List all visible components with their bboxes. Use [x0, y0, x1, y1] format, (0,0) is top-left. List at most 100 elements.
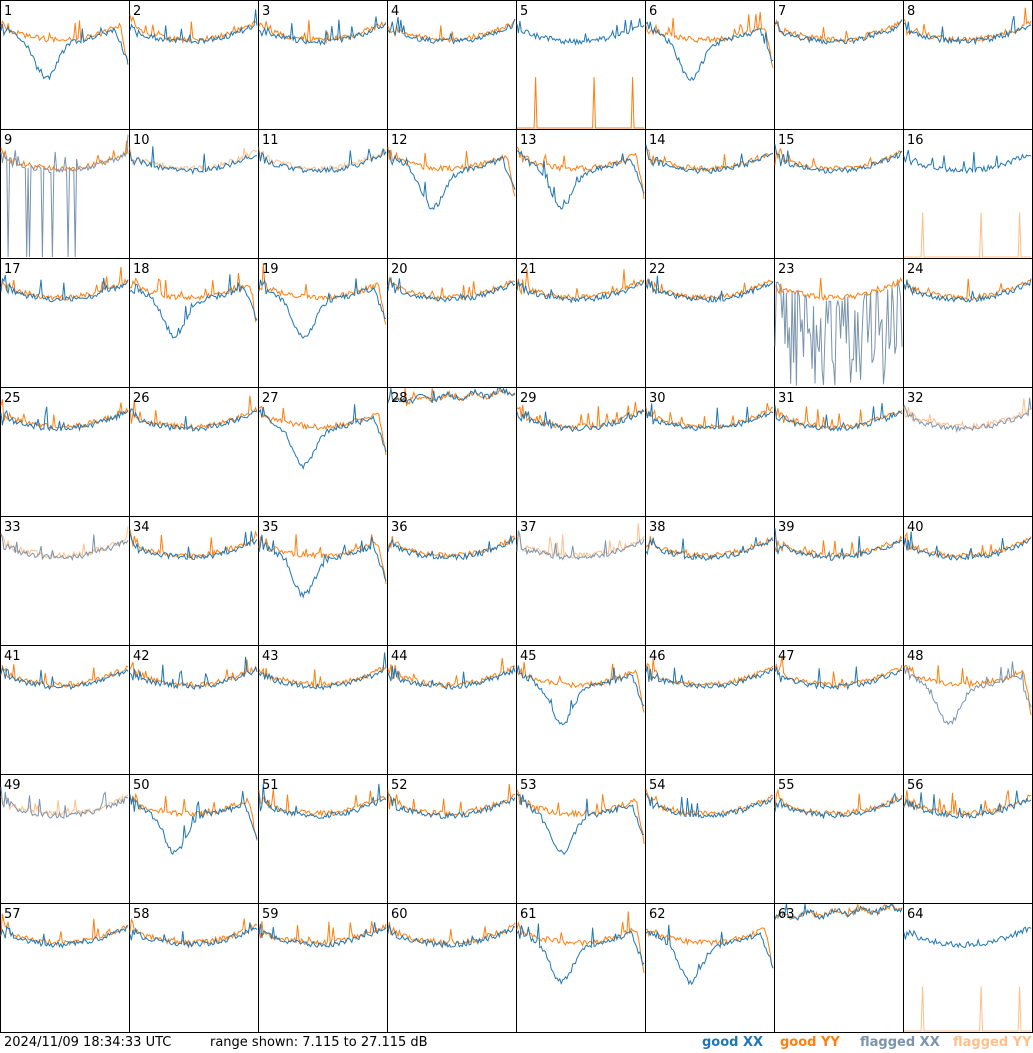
series-yy-panel-27 [258, 405, 387, 456]
panel-label: 26 [133, 391, 150, 406]
series-xx-panel-19 [258, 278, 387, 339]
panel-frame [774, 903, 904, 1033]
panel-label: 30 [649, 391, 666, 406]
panel-frame [645, 645, 775, 775]
series-xx-panel-59 [258, 922, 387, 948]
panel-label: 27 [262, 391, 279, 406]
panel-9: 9 [0, 129, 130, 259]
panel-frame [516, 774, 646, 904]
panel-frame [516, 645, 646, 775]
panel-label: 61 [520, 907, 537, 922]
panel-frame [516, 516, 646, 646]
panel-frame [258, 645, 388, 775]
legend-flagged-yy: flagged YY [953, 1035, 1032, 1050]
panel-frame [645, 903, 775, 1033]
panel-label: 11 [262, 133, 279, 148]
series-xx-panel-43 [258, 652, 387, 691]
panel-frame [258, 129, 388, 259]
panel-label: 12 [391, 133, 408, 148]
panel-28: 28 [387, 386, 517, 517]
panel-59: 59 [258, 903, 388, 1033]
series-yy-panel-41 [0, 664, 129, 689]
panel-47: 47 [774, 645, 904, 775]
series-yy-panel-12 [387, 146, 516, 197]
series-xx-panel-64 [903, 926, 1032, 949]
panel-frame [129, 516, 259, 646]
panel-23: 23 [774, 258, 904, 388]
panel-label: 40 [907, 520, 924, 535]
series-xx-panel-29 [516, 408, 645, 433]
panel-label: 44 [391, 649, 408, 664]
panel-38: 38 [645, 516, 775, 646]
panel-31: 31 [774, 387, 904, 517]
panel-35: 35 [258, 516, 388, 646]
panel-label: 60 [391, 907, 408, 922]
panel-frame [645, 387, 775, 517]
panel-frame [129, 774, 259, 904]
panel-21: 21 [516, 258, 646, 388]
series-yy-panel-55 [774, 788, 903, 818]
series-xx-panel-4 [387, 16, 516, 45]
panel-5: 5 [516, 0, 646, 130]
series-yy-panel-18 [129, 273, 258, 323]
panel-label: 59 [262, 907, 279, 922]
panel-label: 2 [133, 4, 141, 19]
panel-54: 54 [645, 774, 775, 904]
series-yy-panel-6 [645, 11, 774, 69]
series-xx-panel-55 [774, 792, 903, 820]
panel-61: 61 [516, 903, 646, 1033]
series-yy-panel-23 [774, 277, 903, 301]
panel-frame [129, 387, 259, 517]
panel-frame [258, 387, 388, 517]
series-xx-panel-63 [774, 903, 903, 921]
series-yy-panel-59 [258, 920, 387, 947]
panel-frame [0, 903, 130, 1033]
panel-2: 2 [129, 0, 259, 130]
panel-frame [0, 0, 130, 130]
panel-frame [387, 774, 517, 904]
panel-29: 29 [516, 387, 646, 517]
panel-label: 15 [778, 133, 795, 148]
panel-label: 5 [520, 4, 528, 19]
panel-6: 6 [645, 0, 775, 130]
panel-19: 19 [258, 258, 388, 388]
series-yy-panel-14 [645, 146, 773, 173]
panel-label: 46 [649, 649, 666, 664]
panel-label: 37 [520, 520, 537, 535]
series-yy-panel-5 [517, 77, 644, 129]
panel-30: 30 [645, 387, 775, 517]
series-xx-panel-46 [645, 666, 774, 689]
panel-frame [129, 645, 259, 775]
series-xx-panel-28 [387, 386, 516, 405]
panel-frame [387, 903, 517, 1033]
series-xx-panel-26 [129, 408, 258, 432]
series-xx-panel-16 [903, 149, 1032, 175]
series-xx-panel-7 [774, 19, 903, 45]
panel-frame [387, 0, 517, 130]
panel-frame [903, 258, 1033, 388]
series-xx-panel-27 [258, 404, 387, 470]
series-xx-panel-41 [0, 666, 129, 691]
series-xx-panel-24 [903, 278, 1032, 303]
series-yy-panel-53 [516, 789, 645, 845]
panel-label: 24 [907, 262, 924, 277]
series-xx-panel-9 [0, 134, 129, 258]
series-yy-panel-45 [516, 661, 645, 713]
panel-37: 37 [516, 516, 646, 646]
panel-frame [645, 258, 775, 388]
panel-frame [645, 129, 775, 259]
panel-label: 18 [133, 262, 150, 277]
series-yy-panel-3 [258, 20, 387, 45]
series-yy-panel-39 [774, 535, 903, 560]
panel-frame [0, 387, 130, 517]
series-xx-panel-25 [0, 406, 129, 432]
series-xx-panel-32 [903, 397, 1032, 434]
series-yy-panel-19 [258, 263, 387, 325]
panel-label: 50 [133, 778, 150, 793]
panel-label: 1 [4, 4, 12, 19]
range-shown: range shown: 7.115 to 27.115 dB [210, 1035, 428, 1050]
series-xx-panel-1 [0, 23, 129, 81]
series-xx-panel-35 [258, 534, 387, 599]
series-xx-panel-13 [516, 150, 645, 210]
panel-frame [903, 903, 1033, 1033]
